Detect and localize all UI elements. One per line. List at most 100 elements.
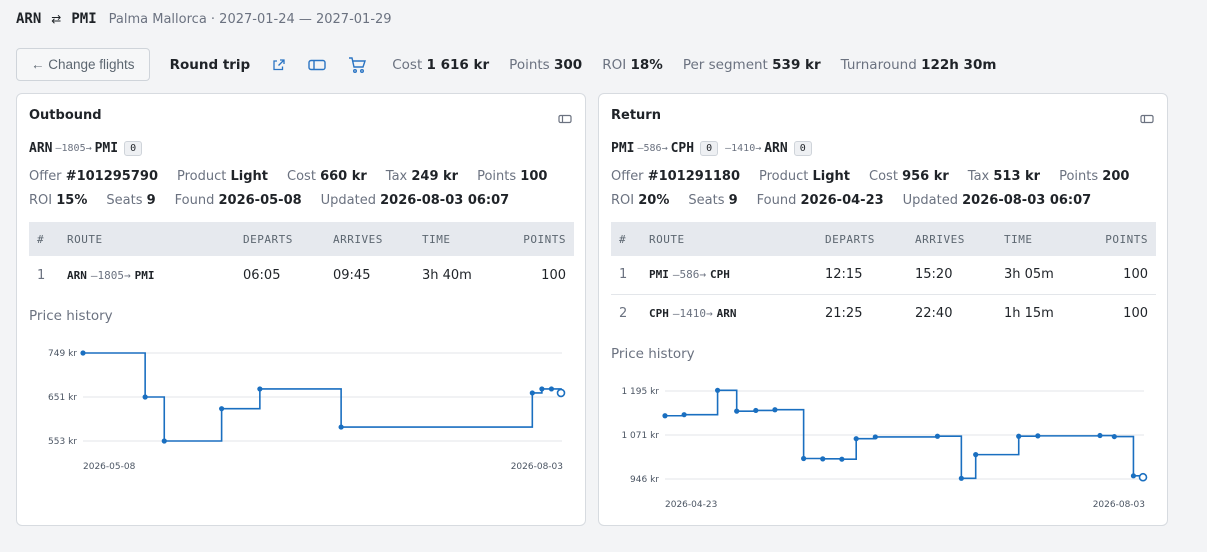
- cart-icon[interactable]: [348, 56, 367, 74]
- price-point: [753, 407, 759, 414]
- price-point: [772, 407, 778, 413]
- price-point: [1016, 433, 1022, 439]
- x-tick-label: 2026-05-08: [83, 462, 136, 472]
- price-point: [80, 350, 86, 356]
- column-header: #: [619, 232, 627, 246]
- price-point: [934, 433, 941, 439]
- segment-time: 1h 15m: [1004, 305, 1054, 321]
- offer-meta: Offer #101291180 Product Light Cost 956 …: [611, 167, 1148, 185]
- updated-date: Updated 2026-08-03 06:07: [902, 192, 1092, 208]
- column-header: ROUTE: [67, 232, 103, 246]
- found-date: Found 2026-04-23: [756, 192, 884, 208]
- seats: Seats 9: [106, 192, 156, 208]
- column-header: ROUTE: [649, 232, 685, 246]
- price-point: [662, 413, 668, 419]
- segment-number: 2: [619, 305, 628, 321]
- y-tick-label: 946 kr: [630, 475, 659, 485]
- leg-flight: —1410→: [725, 142, 762, 154]
- price-point: [734, 408, 740, 414]
- segments-table: # ROUTE DEPARTS ARRIVES TIME POINTS 1 PM…: [611, 222, 1156, 332]
- price-point: [872, 434, 878, 440]
- stops-badge: 0: [124, 140, 143, 156]
- card-title: Outbound: [29, 108, 102, 123]
- price-point: [973, 452, 979, 458]
- price-point: [1130, 473, 1137, 479]
- offer-meta-2: ROI 20% Seats 9 Found 2026-04-23 Updated…: [611, 191, 1110, 209]
- price-point: [257, 386, 263, 392]
- tax: Tax 513 kr: [967, 168, 1041, 184]
- stops-badge: 0: [700, 140, 719, 156]
- price-point: [338, 424, 344, 430]
- segment-time: 3h 05m: [996, 256, 1086, 295]
- airport-code: PMI: [611, 140, 635, 156]
- x-tick-label: 2026-04-23: [665, 500, 717, 510]
- x-tick-label: 2026-08-03: [1093, 500, 1145, 510]
- leg-flight: —586→: [637, 142, 668, 154]
- column-header: DEPARTS: [825, 232, 875, 246]
- tax: Tax 249 kr: [385, 168, 459, 184]
- table-row: 2 CPH —1410→ ARN 21:25 22:40 1h 15m 100: [611, 294, 1156, 332]
- column-header: POINTS: [1105, 232, 1148, 246]
- y-tick-label: 1 195 kr: [621, 387, 659, 397]
- roi: ROI 20%: [611, 192, 670, 208]
- price-point: [1035, 433, 1041, 439]
- table-row: 1 ARN —1805→ PMI 06:05 09:45 3h 40m 100: [29, 256, 574, 294]
- column-header: ARRIVES: [333, 232, 383, 246]
- seats: Seats 9: [688, 192, 738, 208]
- y-tick-label: 749 kr: [48, 349, 77, 359]
- offer-meta-2: ROI 15% Seats 9 Found 2026-05-08 Updated…: [29, 191, 528, 209]
- segment-time: 3h 40m: [422, 267, 472, 283]
- ticket-icon[interactable]: [1140, 109, 1154, 128]
- stat-turnaround: Turnaround 122h 30m: [840, 56, 997, 73]
- price-history-chart: 749 kr 651 kr 553 kr 2026-05-08 2026-08-03: [48, 349, 566, 472]
- price-point: [681, 412, 687, 418]
- segment-route: ARN —1805→ PMI: [67, 268, 155, 282]
- current-price-point: [1138, 472, 1148, 482]
- stat-points: Points 300: [509, 56, 583, 73]
- column-header: TIME: [422, 232, 451, 246]
- column-header: TIME: [1004, 232, 1033, 246]
- route-line: ARN —1805→ PMI 0: [29, 139, 146, 157]
- stat-cost: Cost 1 616 kr: [392, 56, 490, 73]
- offer-meta: Offer #101295790 Product Light Cost 660 …: [29, 167, 566, 185]
- segment-arrives: 15:20: [907, 256, 996, 295]
- product: Product Light: [177, 168, 269, 184]
- external-link-icon[interactable]: [272, 58, 286, 72]
- segment-departs: 12:15: [817, 256, 907, 295]
- current-price-point: [556, 388, 566, 398]
- segment-route: PMI —586→ CPH: [641, 256, 817, 295]
- origin-code: ARN: [16, 11, 42, 27]
- table-header-row: # ROUTE DEPARTS ARRIVES TIME POINTS: [611, 222, 1156, 256]
- segment-points: 100: [541, 267, 566, 283]
- return-card: Return PMI —586→ CPH 0 —1410→ ARN 0 Offe…: [598, 93, 1168, 526]
- airport-code: ARN: [29, 140, 53, 156]
- summary-toolbar: ← Change flights Round trip Cost 1 616 k…: [16, 48, 996, 81]
- column-header: DEPARTS: [243, 232, 293, 246]
- y-tick-label: 553 kr: [48, 437, 77, 447]
- leg-flight: —1805→: [55, 142, 92, 154]
- price-line: [665, 389, 1144, 480]
- offer-id: Offer #101295790: [29, 168, 158, 184]
- trip-type-label: Round trip: [169, 56, 251, 73]
- product: Product Light: [759, 168, 851, 184]
- change-flights-button[interactable]: ← Change flights: [16, 48, 150, 81]
- segment-arrives: 22:40: [915, 305, 953, 321]
- price-point: [1097, 432, 1103, 439]
- cost: Cost 956 kr: [869, 168, 949, 184]
- table-row: 1 PMI —586→ CPH 12:15 15:20 3h 05m 100: [611, 256, 1156, 295]
- airport-code: ARN: [764, 140, 788, 156]
- ticket-icon[interactable]: [308, 59, 326, 71]
- y-tick-label: 651 kr: [48, 393, 77, 403]
- y-tick-label: 1 071 kr: [621, 431, 659, 441]
- table-header-row: # ROUTE DEPARTS ARRIVES TIME POINTS: [29, 222, 574, 256]
- segment-arrives: 09:45: [333, 267, 371, 283]
- swap-icon: ⇄: [51, 12, 62, 26]
- segments-table: # ROUTE DEPARTS ARRIVES TIME POINTS 1 AR…: [29, 222, 574, 294]
- ticket-icon[interactable]: [558, 109, 572, 128]
- airport-code: PMI: [94, 140, 119, 156]
- offer-id: Offer #101291180: [611, 168, 740, 184]
- updated-date: Updated 2026-08-03 06:07: [320, 192, 510, 208]
- page-header: ARN ⇄ PMI Palma Mallorca · 2027-01-24 — …: [16, 9, 392, 29]
- price-point: [714, 387, 721, 393]
- trip-subtitle: Palma Mallorca · 2027-01-24 — 2027-01-29: [108, 11, 392, 27]
